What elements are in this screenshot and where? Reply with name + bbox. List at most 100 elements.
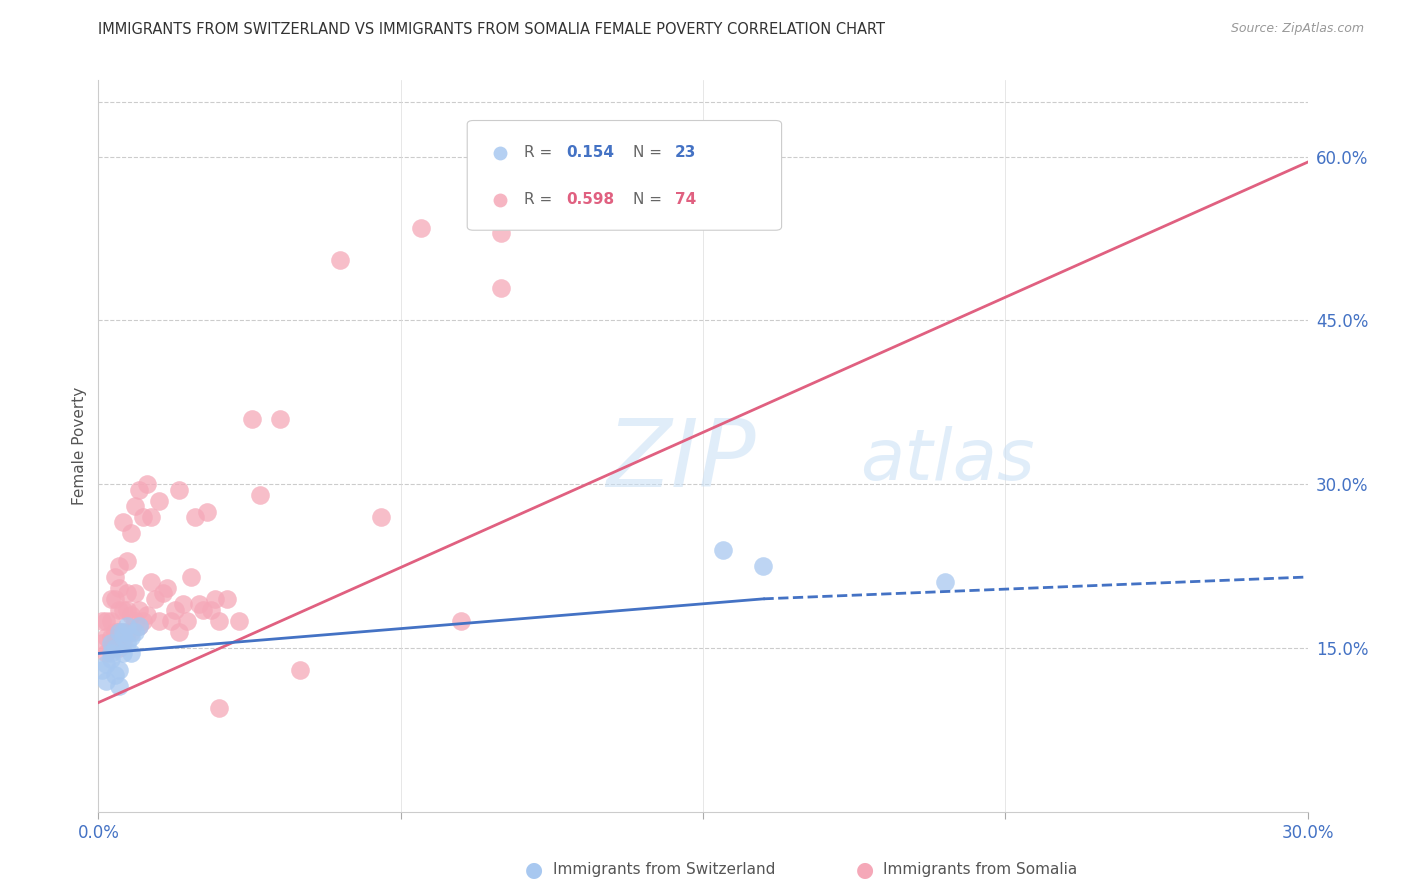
- Point: [156, 581, 179, 595]
- FancyBboxPatch shape: [467, 120, 782, 230]
- Point: [100, 591, 122, 606]
- Point: [103, 640, 125, 655]
- Point: [107, 624, 129, 639]
- Point: [111, 624, 134, 639]
- Point: [100, 614, 122, 628]
- Point: [128, 483, 150, 497]
- Point: [217, 591, 239, 606]
- Point: [711, 542, 734, 557]
- Point: [135, 608, 157, 623]
- Point: [195, 504, 218, 518]
- Point: [193, 603, 215, 617]
- Point: [120, 624, 142, 639]
- Point: [184, 510, 207, 524]
- Point: [96, 630, 118, 644]
- Point: [107, 603, 129, 617]
- Point: [120, 608, 142, 623]
- Point: [115, 554, 138, 568]
- Point: [176, 614, 198, 628]
- Point: [96, 673, 118, 688]
- Point: [188, 597, 211, 611]
- Point: [91, 614, 114, 628]
- Point: [167, 624, 190, 639]
- Point: [152, 586, 174, 600]
- Text: R =: R =: [524, 193, 557, 208]
- Text: Source: ZipAtlas.com: Source: ZipAtlas.com: [1230, 22, 1364, 36]
- Point: [249, 488, 271, 502]
- Point: [491, 281, 513, 295]
- Text: atlas: atlas: [860, 426, 1035, 495]
- Point: [107, 559, 129, 574]
- Point: [103, 624, 125, 639]
- Point: [132, 614, 155, 628]
- Point: [370, 510, 392, 524]
- Text: Immigrants from Somalia: Immigrants from Somalia: [883, 863, 1077, 877]
- Point: [288, 663, 311, 677]
- Text: 23: 23: [675, 145, 696, 161]
- Text: IMMIGRANTS FROM SWITZERLAND VS IMMIGRANTS FROM SOMALIA FEMALE POVERTY CORRELATIO: IMMIGRANTS FROM SWITZERLAND VS IMMIGRANT…: [98, 22, 886, 37]
- Text: 0.598: 0.598: [567, 193, 614, 208]
- Point: [240, 411, 263, 425]
- Point: [96, 647, 118, 661]
- Point: [124, 586, 146, 600]
- Point: [269, 411, 291, 425]
- Point: [132, 510, 155, 524]
- Point: [120, 647, 142, 661]
- Point: [111, 647, 134, 661]
- Point: [103, 570, 125, 584]
- Point: [228, 614, 250, 628]
- Text: ●: ●: [526, 860, 543, 880]
- Point: [143, 591, 166, 606]
- Point: [100, 647, 122, 661]
- Point: [329, 253, 352, 268]
- Point: [934, 575, 956, 590]
- Point: [128, 619, 150, 633]
- Text: ●: ●: [856, 860, 873, 880]
- Point: [107, 663, 129, 677]
- Point: [96, 657, 118, 672]
- Point: [103, 635, 125, 649]
- Point: [91, 663, 114, 677]
- Text: R =: R =: [524, 145, 557, 161]
- Point: [100, 640, 122, 655]
- Point: [100, 635, 122, 649]
- Point: [103, 591, 125, 606]
- Point: [124, 499, 146, 513]
- Point: [135, 477, 157, 491]
- Point: [180, 570, 202, 584]
- Point: [160, 614, 183, 628]
- Point: [450, 614, 472, 628]
- Point: [111, 635, 134, 649]
- Point: [409, 220, 432, 235]
- Point: [103, 668, 125, 682]
- Point: [530, 210, 553, 224]
- Point: [148, 614, 170, 628]
- Point: [107, 679, 129, 693]
- Point: [163, 603, 186, 617]
- Point: [111, 630, 134, 644]
- Point: [167, 483, 190, 497]
- Y-axis label: Female Poverty: Female Poverty: [72, 387, 87, 505]
- Point: [107, 624, 129, 639]
- Point: [91, 635, 114, 649]
- Text: 74: 74: [675, 193, 696, 208]
- Point: [172, 597, 194, 611]
- Point: [115, 624, 138, 639]
- Point: [200, 603, 222, 617]
- Point: [111, 624, 134, 639]
- Point: [124, 624, 146, 639]
- Point: [752, 559, 775, 574]
- Point: [111, 603, 134, 617]
- Text: N =: N =: [633, 193, 666, 208]
- Point: [100, 630, 122, 644]
- Point: [111, 516, 134, 530]
- Point: [115, 635, 138, 649]
- Point: [208, 701, 231, 715]
- Point: [491, 226, 513, 240]
- Point: [208, 614, 231, 628]
- Point: [115, 619, 138, 633]
- Point: [204, 591, 226, 606]
- Text: ZIP: ZIP: [606, 415, 756, 506]
- Text: 0.154: 0.154: [567, 145, 614, 161]
- Point: [115, 603, 138, 617]
